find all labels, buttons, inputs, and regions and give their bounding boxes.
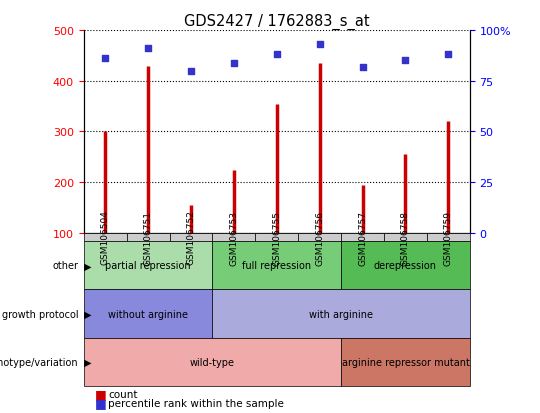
Text: GSM106752: GSM106752: [186, 210, 195, 265]
Point: [101, 56, 110, 63]
Text: derepression: derepression: [374, 261, 437, 271]
Text: ■: ■: [94, 387, 106, 400]
Point: [401, 58, 410, 64]
Text: ▶: ▶: [84, 309, 91, 319]
Text: growth protocol: growth protocol: [2, 309, 78, 319]
Text: ■: ■: [94, 396, 106, 409]
Text: GSM106753: GSM106753: [230, 210, 238, 265]
Text: GSM106755: GSM106755: [272, 210, 281, 265]
Text: percentile rank within the sample: percentile rank within the sample: [108, 398, 284, 408]
Text: genotype/variation: genotype/variation: [0, 357, 78, 367]
Text: count: count: [108, 389, 138, 399]
Text: GSM106758: GSM106758: [401, 210, 410, 265]
Point: [273, 52, 281, 59]
Text: GSM106759: GSM106759: [444, 210, 453, 265]
Title: GDS2427 / 1762883_s_at: GDS2427 / 1762883_s_at: [184, 14, 369, 30]
Point: [187, 68, 195, 75]
Text: GSM106756: GSM106756: [315, 210, 324, 265]
Text: ▶: ▶: [84, 357, 91, 367]
Text: without arginine: without arginine: [108, 309, 188, 319]
Point: [230, 60, 238, 66]
Point: [315, 42, 324, 48]
Text: with arginine: with arginine: [309, 309, 373, 319]
Point: [358, 64, 367, 71]
Text: ▶: ▶: [84, 261, 91, 271]
Text: wild-type: wild-type: [190, 357, 235, 367]
Text: arginine repressor mutant: arginine repressor mutant: [341, 357, 469, 367]
Point: [444, 52, 453, 59]
Text: partial repression: partial repression: [105, 261, 191, 271]
Text: GSM106757: GSM106757: [358, 210, 367, 265]
Text: GSM106504: GSM106504: [100, 210, 110, 265]
Text: GSM106751: GSM106751: [144, 210, 153, 265]
Point: [144, 46, 152, 52]
Text: other: other: [52, 261, 78, 271]
Text: full repression: full repression: [242, 261, 312, 271]
